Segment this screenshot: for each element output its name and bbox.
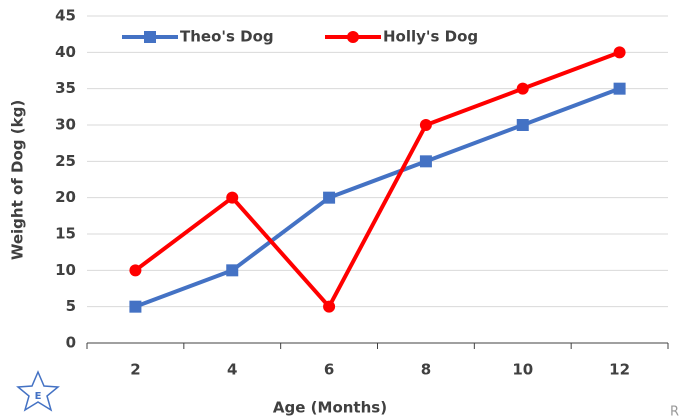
y-tick-label: 35 <box>55 79 76 97</box>
y-tick-label: 45 <box>55 7 76 25</box>
point <box>419 119 432 131</box>
legend-label: Holly's Dog <box>383 28 478 46</box>
series-line <box>134 86 621 309</box>
y-tick-label: 30 <box>55 116 76 134</box>
y-tick-label: 25 <box>55 152 76 170</box>
x-tick-label: 4 <box>227 361 237 379</box>
corner-mark: R <box>670 405 679 420</box>
star-icon <box>16 370 60 412</box>
point <box>516 82 529 95</box>
x-tick-label: 12 <box>609 361 630 379</box>
series-line <box>134 50 621 309</box>
y-axis-label: Weight of Dog (kg) <box>9 100 27 260</box>
point <box>323 191 336 204</box>
point <box>226 191 239 204</box>
badge-text: E <box>35 391 42 402</box>
point <box>419 155 432 168</box>
point <box>613 82 626 95</box>
x-tick-label: 8 <box>421 361 431 379</box>
y-tick-label: 40 <box>55 43 76 61</box>
point <box>613 46 626 59</box>
x-tick-label: 10 <box>512 361 533 379</box>
point <box>129 264 142 277</box>
point <box>347 31 359 43</box>
badge: E <box>16 370 60 412</box>
x-tick-label: 2 <box>130 361 140 379</box>
y-tick-label: 10 <box>55 261 76 279</box>
point <box>323 300 336 313</box>
point <box>129 300 142 313</box>
point <box>516 119 529 131</box>
x-tick-label: 6 <box>324 361 334 379</box>
y-tick-label: 15 <box>55 225 76 243</box>
x-axis-label: Age (Months) <box>273 399 387 417</box>
legend-label: Theo's Dog <box>180 28 274 46</box>
point <box>226 264 239 277</box>
y-tick-label: 20 <box>55 188 76 206</box>
y-tick-label: 0 <box>66 334 76 352</box>
point <box>144 31 156 43</box>
y-tick-label: 5 <box>66 297 76 315</box>
